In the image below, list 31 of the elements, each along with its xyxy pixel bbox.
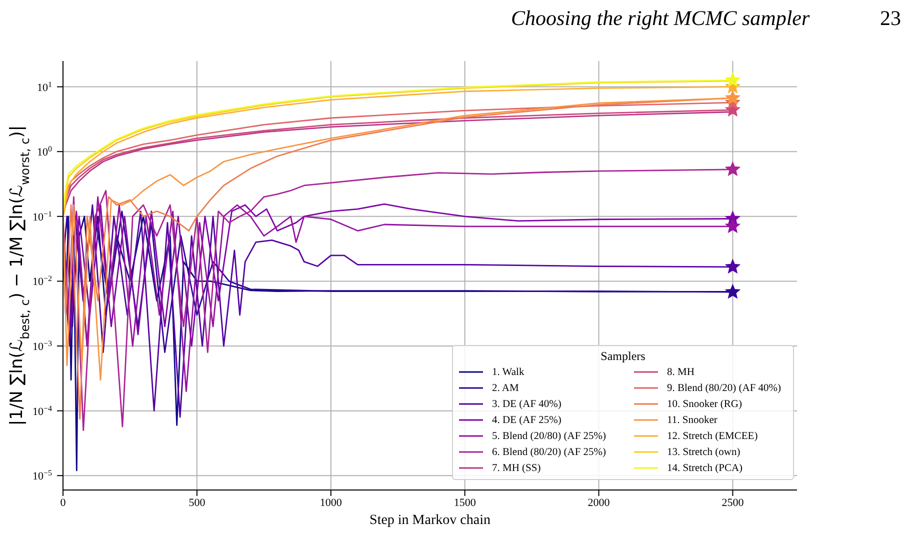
y-tick-label: 10$^{−3}$ bbox=[32, 338, 52, 354]
legend-label: 11. Snooker bbox=[667, 414, 718, 426]
legend-label: 3. DE (AF 40%) bbox=[492, 398, 562, 410]
y-tick-label: 10$^{−2}$ bbox=[32, 274, 52, 288]
legend-label: 5. Blend (20/80) (AF 25%) bbox=[492, 430, 606, 442]
y-tick-label: 10$^{−4}$ bbox=[32, 403, 52, 418]
x-tick-label: 0 bbox=[60, 496, 66, 509]
legend-label: 10. Snooker (RG) bbox=[667, 398, 742, 410]
legend-label: 8. MH bbox=[667, 366, 694, 378]
y-tick-label: 10$^{0}$ bbox=[37, 144, 52, 159]
legend-label: 9. Blend (80/20) (AF 40%) bbox=[667, 382, 782, 394]
legend-label: 14. Stretch (PCA) bbox=[667, 462, 743, 474]
x-tick-label: 1000 bbox=[320, 496, 342, 509]
legend-label: 2. AM bbox=[492, 382, 519, 394]
legend-label: 6. Blend (80/20) (AF 25%) bbox=[492, 446, 606, 458]
y-tick-label: 10$^{1}$ bbox=[37, 79, 52, 94]
x-tick-label: 500 bbox=[188, 496, 206, 509]
legend-label: 7. MH (SS) bbox=[492, 462, 541, 474]
legend-label: 4. DE (AF 25%) bbox=[492, 414, 562, 426]
text: 23 bbox=[880, 6, 901, 31]
y-tick-label: 10$^{−1}$ bbox=[32, 208, 52, 224]
legend-label: 13. Stretch (own) bbox=[667, 446, 740, 458]
x-tick-label: 2000 bbox=[588, 496, 610, 509]
legend-label: 1. Walk bbox=[492, 366, 524, 378]
x-tick-label: 1500 bbox=[454, 496, 476, 509]
text: Choosing the right MCMC sampler bbox=[511, 6, 810, 31]
x-tick-label: 2500 bbox=[722, 496, 744, 509]
x-axis-title: Step in Markov chain bbox=[370, 513, 490, 528]
y-tick-label: 10$^{−5}$ bbox=[32, 468, 52, 483]
legend-label: 12. Stretch (EMCEE) bbox=[667, 430, 758, 442]
legend-title: Samplers bbox=[600, 349, 646, 364]
